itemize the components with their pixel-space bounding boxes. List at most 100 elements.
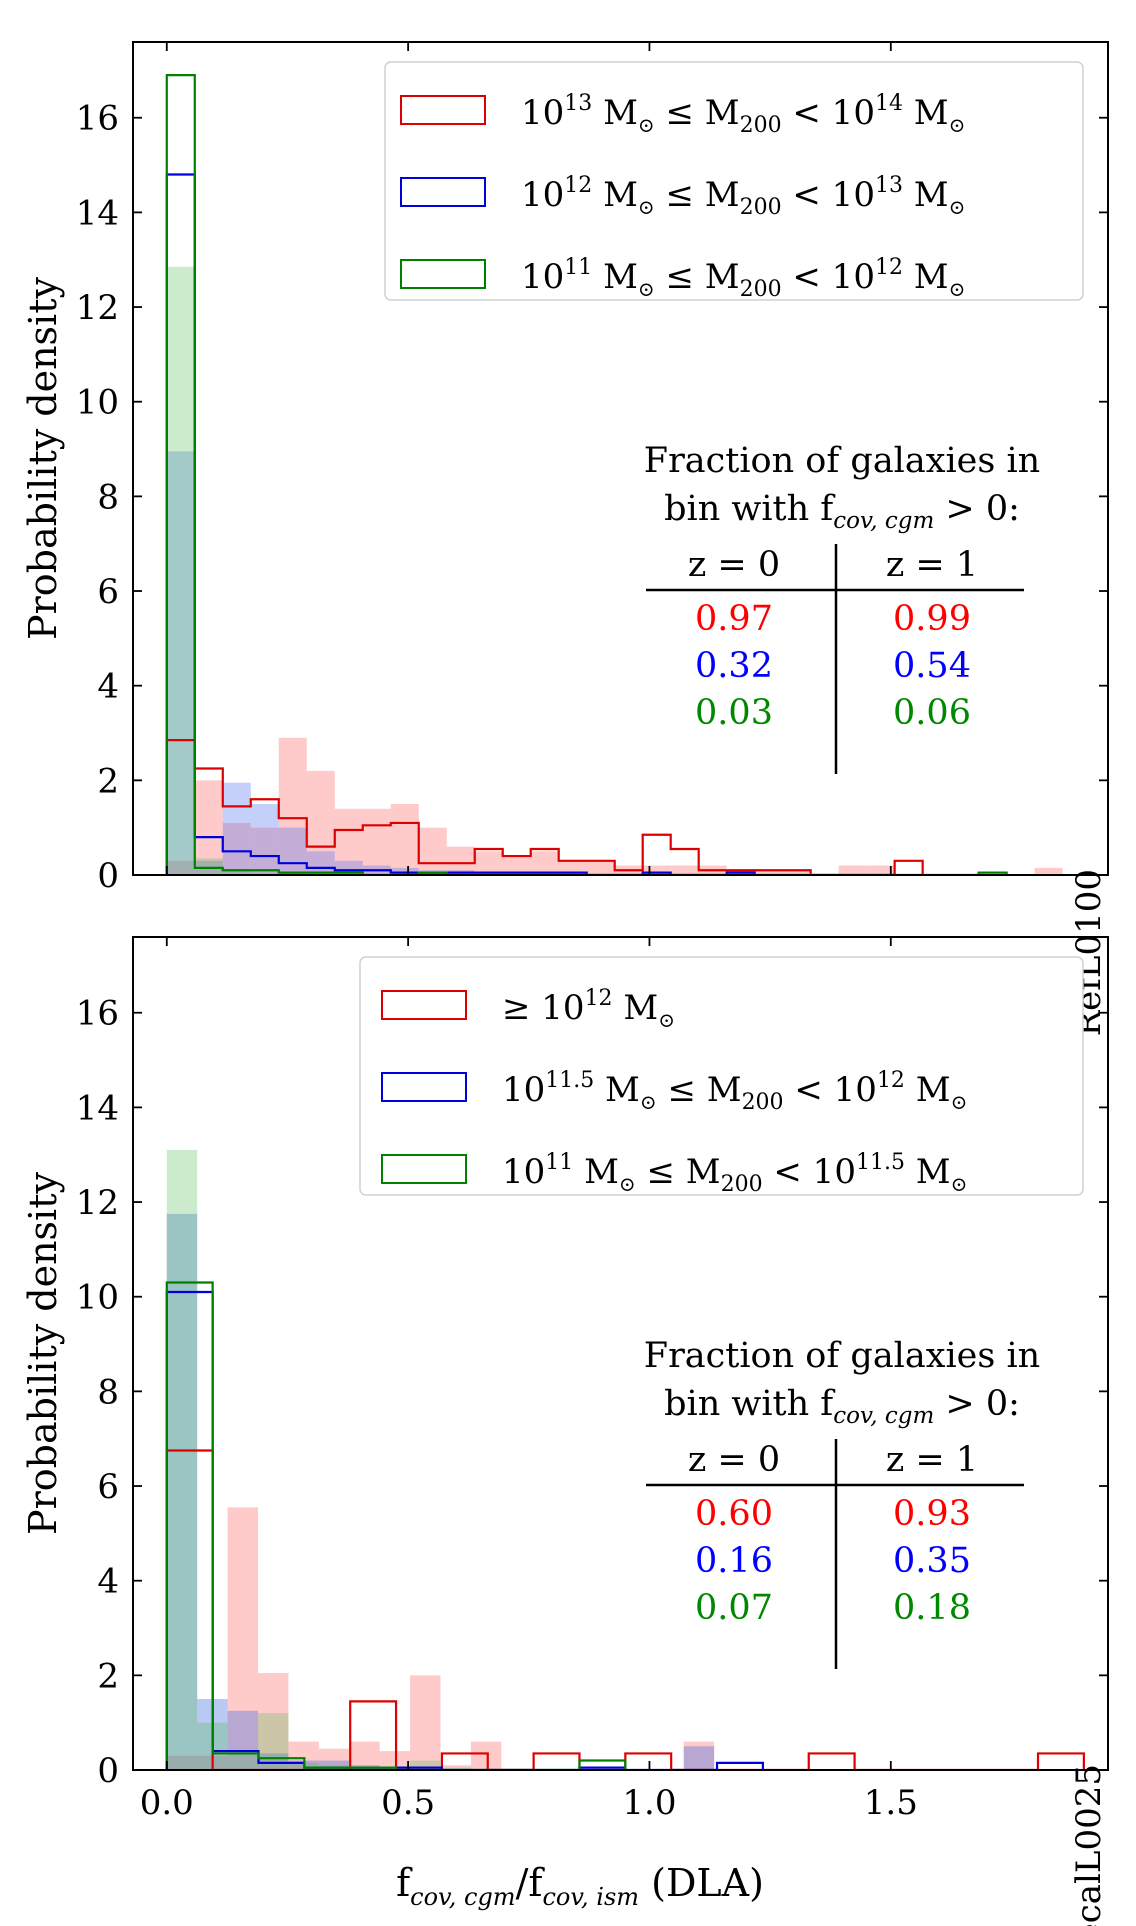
y-tick-label: 2 [97, 761, 119, 801]
y-tick-label: 10 [76, 1278, 119, 1318]
green-filled-bar [379, 1767, 411, 1770]
red-filled-bar [379, 1751, 411, 1770]
red-filled-bar [250, 827, 279, 875]
legend-entry: 1013 M⊙ ≤ M200 < 1014 M⊙ [521, 91, 965, 138]
y-tick-label: 14 [76, 1088, 119, 1128]
plot-area [165, 74, 1063, 875]
y-tick-label: 0 [97, 856, 119, 896]
red-filled-bar [838, 865, 867, 875]
green-filled-bar [349, 1767, 380, 1770]
simulation-label: RecalL0025 [1069, 1764, 1109, 1926]
red-filled-bar [166, 1755, 198, 1770]
axes-frame [132, 41, 1109, 876]
y-tick-label: 10 [76, 383, 119, 423]
red-filled-bar [318, 1748, 350, 1770]
blue-step-line [165, 1290, 764, 1770]
bottom-panel: 0 2 4 6 8 10 12 14 16 0.0 0.5 1.0 1.5 Probability den… [21, 936, 1109, 1926]
legend-swatch [381, 990, 467, 1020]
blue-filled-bar [390, 867, 419, 875]
plot-area [165, 1149, 1085, 1770]
legend-entry: 1011.5 M⊙ ≤ M200 < 1012 M⊙ [502, 1068, 967, 1115]
table-heading: Fraction of galaxies in [644, 441, 1040, 481]
green-filled-bar [194, 858, 223, 875]
y-axis-label: Probability density [21, 1172, 65, 1535]
blue-filled-bar [683, 1746, 715, 1770]
legend-entry: 1012 M⊙ ≤ M200 < 1013 M⊙ [521, 173, 965, 220]
legend-box [384, 61, 1084, 301]
red-filled-bar [474, 851, 503, 875]
legend-entry: ≥ 1012 M⊙ [502, 986, 675, 1032]
blue-filled-bar [379, 1767, 411, 1770]
red-filled-bar [446, 846, 475, 875]
red-step-line [165, 739, 924, 875]
green-filled-bar [250, 872, 279, 875]
blue-filled-bar [306, 851, 335, 875]
green-filled-bar [440, 1767, 471, 1770]
red-filled-bar [194, 780, 223, 875]
axes-frame [132, 936, 1109, 1771]
y-tick-label: 8 [97, 477, 119, 517]
y-tick-label: 0 [97, 1751, 119, 1791]
legend-swatch [400, 95, 486, 125]
blue-filled-bar [318, 1760, 350, 1770]
table-col-header: z = 0 [688, 1440, 780, 1480]
y-tick-label: 6 [97, 1467, 119, 1507]
x-tick-label: 0.5 [381, 1783, 435, 1823]
legend-swatch [381, 1072, 467, 1102]
table-col-header: z = 1 [886, 1440, 978, 1480]
red-filled-bar [683, 1741, 715, 1770]
table-value-z0: 0.60 [695, 1494, 773, 1534]
x-tick-label: 0.0 [140, 1783, 194, 1823]
x-tick-label: 1.5 [864, 1783, 918, 1823]
red-filled-bar [1034, 867, 1063, 875]
red-filled-bar [866, 865, 895, 875]
y-tick-label: 12 [76, 1183, 119, 1223]
legend-box [359, 956, 1084, 1196]
red-filled-bar [306, 770, 335, 875]
blue-filled-bar [222, 782, 251, 875]
red-filled-bar [227, 1507, 259, 1770]
blue-filled-bar [502, 872, 531, 875]
green-filled-bar [166, 1149, 198, 1770]
red-filled-bar [349, 1741, 380, 1770]
blue-filled-bar [227, 1710, 259, 1770]
table-heading: bin with fcov, cgm > 0: [664, 1384, 1020, 1429]
x-axis-label: fcov, cgm/fcov, ism (DLA) [396, 1861, 764, 1911]
y-tick-label: 4 [97, 1562, 119, 1602]
red-filled-bar [670, 865, 699, 875]
red-filled-bar [362, 808, 391, 875]
red-filled-bar [334, 808, 363, 875]
table-value-z1: 0.99 [893, 599, 971, 639]
table-value-z0: 0.03 [695, 693, 773, 733]
y-tick-label: 14 [76, 193, 119, 233]
green-step-line [165, 74, 1008, 875]
green-filled-bar [227, 1753, 259, 1770]
y-tick-label: 16 [76, 99, 119, 139]
blue-filled-bar [530, 872, 559, 875]
green-filled-bar [410, 1760, 441, 1770]
red-filled-bar [586, 860, 615, 875]
table-col-header: z = 0 [688, 545, 780, 585]
table-value-z1: 0.18 [893, 1588, 971, 1628]
red-filled-bar [530, 851, 559, 875]
x-tick-label: 1.0 [622, 1783, 676, 1823]
blue-filled-bar [334, 860, 363, 875]
table-heading: bin with fcov, cgm > 0: [664, 489, 1020, 534]
table-value-z0: 0.16 [695, 1541, 773, 1581]
green-step-line [165, 1281, 627, 1770]
red-filled-bar [502, 856, 531, 875]
red-filled-bar [390, 804, 419, 875]
blue-filled-bar [474, 872, 503, 875]
green-filled-bar [278, 872, 307, 875]
red-filled-bar [166, 860, 195, 875]
red-filled-bar [418, 827, 447, 875]
table-value-z1: 0.35 [893, 1541, 971, 1581]
blue-filled-bar [166, 1213, 198, 1770]
red-filled-bar [410, 1675, 441, 1770]
table-value-z1: 0.54 [893, 646, 971, 686]
legend-entry: 1011 M⊙ ≤ M200 < 1011.5 M⊙ [502, 1150, 967, 1197]
red-filled-bar [278, 737, 307, 875]
red-filled-bar [642, 865, 671, 875]
red-filled-bar [754, 870, 783, 875]
